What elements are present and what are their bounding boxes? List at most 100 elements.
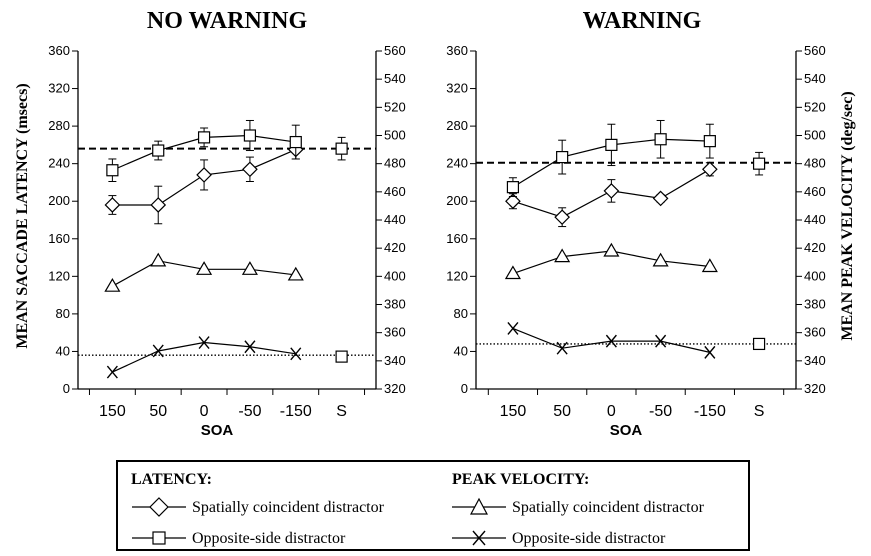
left-tick-label: 80 bbox=[56, 306, 70, 321]
right-tick-label: 440 bbox=[804, 212, 826, 227]
right-tick-label: 540 bbox=[804, 71, 826, 86]
data-point-square bbox=[106, 164, 119, 177]
right-tick-label: 420 bbox=[384, 240, 406, 255]
right-tick-label: 500 bbox=[804, 128, 826, 143]
right-tick-label: 380 bbox=[804, 297, 826, 312]
diamond-marker-icon bbox=[149, 497, 169, 517]
legend-latency-coincident-label: Spatially coincident distractor bbox=[192, 499, 385, 516]
data-point-x bbox=[106, 365, 118, 379]
right-tick-label: 480 bbox=[384, 156, 406, 171]
legend-box bbox=[116, 460, 750, 551]
left-tick-label: 240 bbox=[446, 156, 468, 171]
data-point-diamond bbox=[242, 161, 258, 178]
data-point-square bbox=[506, 181, 520, 194]
left-tick-label: 360 bbox=[446, 43, 468, 58]
data-point-triangle bbox=[504, 265, 521, 280]
data-point-triangle bbox=[241, 261, 258, 275]
x-axis-label: SOA bbox=[201, 422, 234, 439]
right-tick-label: 560 bbox=[384, 43, 406, 58]
x-tick-label: 0 bbox=[200, 403, 209, 420]
data-point-square bbox=[197, 131, 211, 144]
right-tick-label: 520 bbox=[804, 99, 826, 114]
legend-latency-opposite-label: Opposite-side distractor bbox=[192, 530, 346, 547]
legend-velocity-opposite: Opposite-side distractor bbox=[452, 530, 666, 547]
x-tick-label: 50 bbox=[149, 403, 167, 420]
data-point-diamond bbox=[104, 197, 121, 213]
left-tick-label: 240 bbox=[48, 156, 70, 171]
x-tick-label: 150 bbox=[500, 403, 527, 420]
x-tick-label: S bbox=[754, 403, 765, 420]
x-tick-label: 50 bbox=[553, 403, 571, 420]
right-tick-label: 560 bbox=[804, 43, 826, 58]
x-tick-label: 0 bbox=[607, 403, 616, 420]
right-tick-label: 460 bbox=[384, 184, 406, 199]
left-tick-label: 280 bbox=[48, 118, 70, 133]
left-tick-label: 160 bbox=[48, 231, 70, 246]
data-point-square bbox=[335, 350, 348, 363]
data-point-square bbox=[243, 129, 257, 142]
data-point-diamond bbox=[603, 183, 620, 199]
data-point-square bbox=[556, 150, 569, 164]
data-point-square bbox=[152, 144, 165, 157]
data-point-triangle bbox=[104, 278, 121, 292]
data-point-triangle bbox=[196, 261, 213, 275]
left-tick-label: 280 bbox=[446, 118, 468, 133]
chart-panel-2: WARNING 0 40 80 120 160 200 240 280 320 360 320 340 3… bbox=[446, 8, 825, 439]
right-tick-label: 400 bbox=[384, 268, 406, 283]
left-tick-label: 120 bbox=[446, 268, 468, 283]
data-point-diamond bbox=[505, 193, 521, 210]
data-point-triangle bbox=[652, 252, 669, 267]
right-tick-label: 540 bbox=[384, 71, 406, 86]
chart-panel-1: NO WARNING 0 40 80 120 160 200 240 280 320 360 320 3… bbox=[48, 8, 405, 439]
right-tick-label: 340 bbox=[804, 353, 826, 368]
left-tick-label: 120 bbox=[48, 268, 70, 283]
data-point-square bbox=[654, 133, 667, 146]
left-tick-label: 320 bbox=[446, 81, 468, 96]
data-point-diamond bbox=[196, 167, 212, 183]
triangle-marker-icon bbox=[470, 497, 488, 515]
legend-latency-heading: LATENCY: bbox=[131, 471, 212, 488]
left-tick-label: 200 bbox=[446, 193, 468, 208]
data-point-diamond bbox=[150, 197, 167, 213]
right-tick-label: 420 bbox=[804, 240, 826, 255]
legend-velocity-heading: PEAK VELOCITY: bbox=[452, 471, 589, 488]
left-tick-label: 0 bbox=[63, 381, 70, 396]
legend-velocity-coincident-label: Spatially coincident distractor bbox=[512, 499, 705, 516]
left-tick-label: 40 bbox=[454, 343, 468, 358]
data-point-square bbox=[289, 135, 302, 149]
series-line-x bbox=[112, 341, 296, 373]
data-point-x bbox=[556, 341, 568, 355]
left-tick-label: 200 bbox=[48, 193, 70, 208]
right-tick-label: 340 bbox=[384, 353, 406, 368]
data-point-x bbox=[152, 344, 164, 358]
right-tick-label: 320 bbox=[384, 381, 406, 396]
data-point-triangle bbox=[701, 258, 718, 273]
data-point-square bbox=[605, 138, 618, 151]
left-tick-label: 80 bbox=[454, 306, 468, 321]
data-point-square bbox=[703, 135, 716, 148]
left-tick-label: 320 bbox=[48, 81, 70, 96]
right-tick-label: 360 bbox=[384, 325, 406, 340]
data-point-diamond bbox=[701, 161, 718, 178]
legend-latency-opposite: Opposite-side distractor bbox=[132, 530, 346, 547]
right-tick-label: 520 bbox=[384, 99, 406, 114]
right-tick-label: 460 bbox=[804, 184, 826, 199]
x-tick-label: S bbox=[336, 403, 347, 420]
right-axis-label: MEAN PEAK VELOCITY (deg/sec) bbox=[839, 91, 856, 340]
data-point-diamond bbox=[652, 190, 669, 207]
legend: LATENCY: PEAK VELOCITY: Spatially coinci… bbox=[116, 460, 750, 551]
left-tick-label: 0 bbox=[461, 381, 468, 396]
data-point-square bbox=[752, 337, 766, 351]
panel-title: NO WARNING bbox=[147, 8, 308, 34]
data-point-x bbox=[290, 347, 302, 361]
left-axis-label: MEAN SACCADE LATENCY (msecs) bbox=[14, 83, 31, 348]
right-tick-label: 360 bbox=[804, 325, 826, 340]
x-tick-label: -150 bbox=[694, 403, 726, 420]
x-tick-label: -50 bbox=[649, 403, 672, 420]
data-point-triangle bbox=[287, 266, 304, 281]
legend-latency-coincident: Spatially coincident distractor bbox=[132, 497, 385, 517]
data-point-x bbox=[244, 340, 256, 354]
right-tick-label: 320 bbox=[804, 381, 826, 396]
panel-title: WARNING bbox=[583, 8, 702, 34]
